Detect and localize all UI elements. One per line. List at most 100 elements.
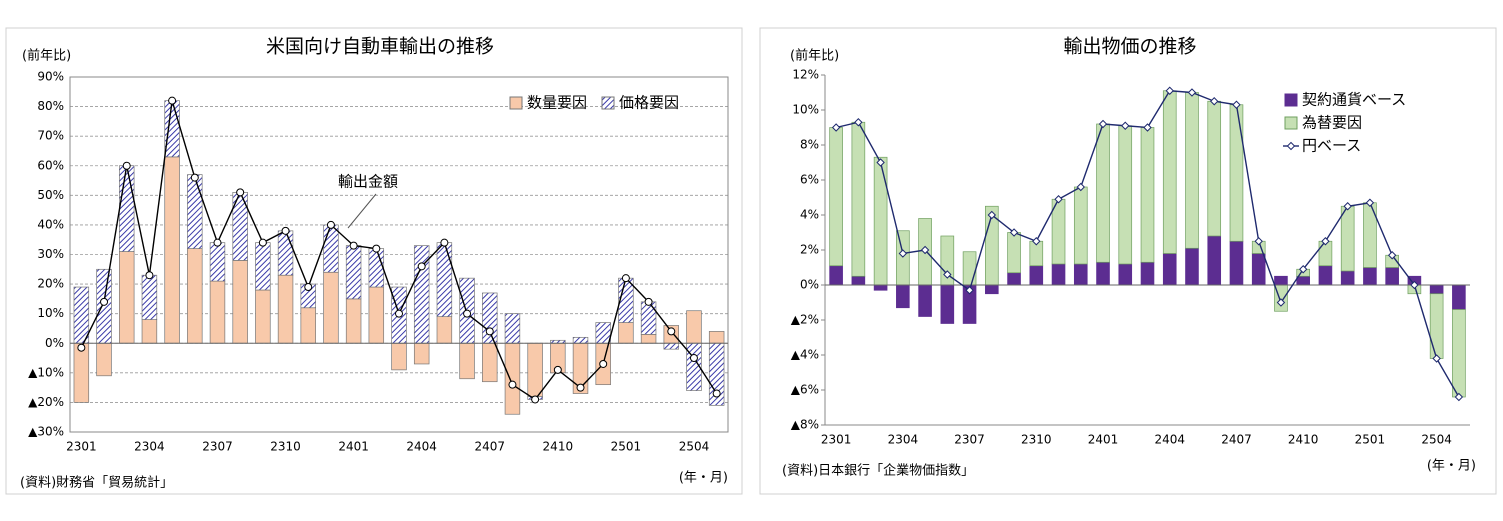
y-tick-label: 8% <box>800 138 819 152</box>
bar <box>1251 253 1266 286</box>
bar <box>896 230 910 286</box>
annotation-leader <box>347 193 377 229</box>
line-marker <box>508 380 517 389</box>
line-marker <box>831 123 841 132</box>
line-marker <box>122 161 131 170</box>
source-note: (資料)財務省「貿易統計」 <box>20 475 173 491</box>
line-marker <box>304 283 313 292</box>
bar <box>504 342 521 415</box>
legend-label: 為替要因 <box>1302 114 1362 132</box>
line-marker <box>1387 251 1397 260</box>
line-marker <box>1254 237 1263 246</box>
y-tick-label: 0% <box>800 278 819 292</box>
line-marker <box>485 327 494 336</box>
y-tick-label: ▲10% <box>28 365 64 379</box>
legend-label: 契約通貨ベース <box>1302 91 1406 109</box>
x-tick-label: 2407 <box>1221 433 1252 447</box>
bar <box>1118 263 1133 286</box>
line-marker <box>168 96 177 105</box>
bar <box>985 284 999 295</box>
x-tick-label: 2410 <box>1288 433 1319 447</box>
chart-title: 米国向け自動車輸出の推移 <box>266 36 494 58</box>
bar <box>255 289 271 344</box>
line-marker <box>1432 354 1441 363</box>
line-marker <box>1232 100 1241 109</box>
bar <box>829 265 843 286</box>
y-tick-label: 70% <box>37 129 64 143</box>
line-marker <box>213 238 222 247</box>
bar <box>1274 275 1288 286</box>
y-tick-label: 6% <box>800 173 819 187</box>
x-tick-label: 2501 <box>1355 433 1386 447</box>
bar <box>1296 275 1310 286</box>
bar <box>962 251 977 286</box>
y-tick-label: 4% <box>800 208 819 222</box>
bar <box>527 342 543 397</box>
y-tick-label: ▲2% <box>791 313 819 327</box>
line-marker <box>1410 280 1419 290</box>
line-marker <box>1187 88 1197 97</box>
y-tick-label: 90% <box>37 70 64 84</box>
bar <box>368 286 385 344</box>
y-tick-label: ▲6% <box>791 383 819 397</box>
bar <box>504 313 521 344</box>
bar <box>708 331 725 344</box>
bar <box>436 316 453 344</box>
line-marker <box>1210 97 1219 106</box>
annotation: 輸出金額 <box>338 173 398 191</box>
bar <box>141 319 158 344</box>
bar <box>482 342 498 383</box>
line-marker <box>1454 392 1464 402</box>
line-marker <box>576 383 585 392</box>
line-marker <box>258 238 267 247</box>
x-tick-label: 2307 <box>954 433 985 447</box>
y-tick-label: ▲4% <box>791 348 819 362</box>
x-tick-label: 2310 <box>1021 433 1052 447</box>
line-marker <box>1076 182 1085 192</box>
x-tick-label: 2304 <box>134 440 165 454</box>
bar <box>436 242 453 317</box>
bar <box>391 342 407 371</box>
bar <box>1140 261 1155 286</box>
bar <box>232 260 248 344</box>
line-marker <box>712 389 721 398</box>
bar <box>209 280 226 344</box>
line-marker <box>920 245 930 255</box>
y-axis-label: (前年比) <box>22 48 71 64</box>
line-marker <box>372 244 381 253</box>
bar <box>1185 247 1199 286</box>
line-marker <box>1143 123 1152 132</box>
bar <box>255 242 271 291</box>
line-marker <box>236 188 245 197</box>
bar <box>873 156 888 286</box>
source-note: (資料)日本銀行「企業物価指数」 <box>782 463 974 479</box>
x-tick-label: 2407 <box>474 440 505 454</box>
bar <box>940 284 955 324</box>
x-tick-label: 2301 <box>821 433 852 447</box>
x-tick-label: 2504 <box>1421 433 1452 447</box>
x-tick-label: 2401 <box>338 440 369 454</box>
line-marker <box>898 249 908 258</box>
line-marker <box>1121 121 1130 130</box>
line-marker <box>440 238 449 247</box>
bar <box>413 342 430 365</box>
bar <box>640 334 657 344</box>
bar <box>118 165 135 252</box>
line-marker <box>943 270 952 279</box>
line-marker <box>395 309 403 318</box>
line-marker <box>1298 265 1308 274</box>
x-tick-label: 2307 <box>202 440 233 454</box>
bar <box>640 301 657 335</box>
bar <box>1207 235 1222 286</box>
legend-swatch <box>601 96 615 110</box>
legend-swatch <box>509 96 523 110</box>
bar <box>851 121 866 277</box>
y-tick-label: 40% <box>37 217 64 231</box>
line-marker <box>987 210 997 220</box>
line-marker <box>531 395 540 404</box>
plot-frame <box>69 76 729 433</box>
line-marker <box>463 309 472 318</box>
y-tick-label: 0% <box>45 336 64 350</box>
bar <box>1340 270 1355 286</box>
bar <box>1096 261 1110 286</box>
